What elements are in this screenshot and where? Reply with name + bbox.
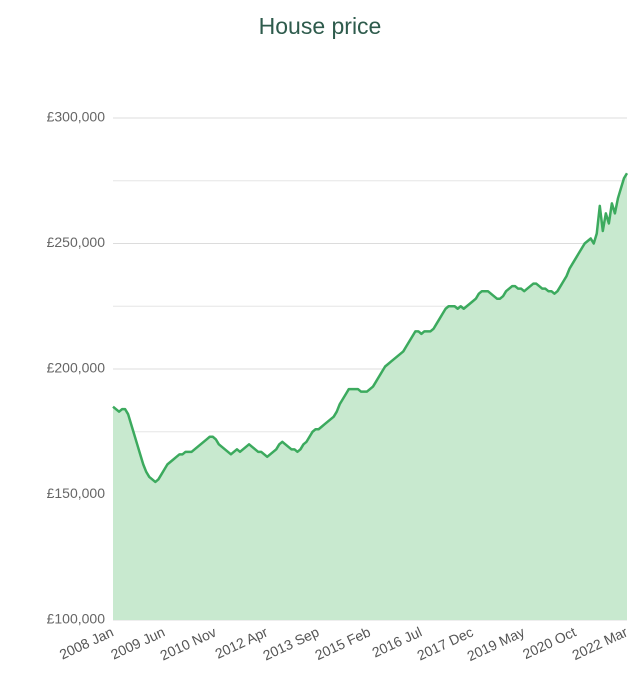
y-tick-label: £200,000 [47,360,106,376]
x-tick-label: 2009 Jun [108,624,167,663]
x-tick-label: 2017 Dec [415,624,476,664]
line [112,172,629,484]
x-tick-label: 2010 Nov [158,624,219,664]
x-tick-label: 2016 Jul [369,624,424,661]
area [113,173,627,620]
x-tick-label: 2008 Jan [57,624,116,663]
chart-title: House price [259,13,382,39]
y-tick-label: £250,000 [47,234,106,250]
x-tick-label: 2013 Sep [260,623,321,663]
y-tick-label: £300,000 [47,109,106,125]
x-tick-label: 2020 Oct [520,624,578,663]
x-tick-label: 2022 Mar [569,623,630,663]
x-tick-label: 2015 Feb [312,623,373,663]
y-tick-label: £150,000 [47,485,106,501]
x-tick-label: 2012 Apr [212,623,270,661]
x-tick-label: 2019 May [465,624,527,664]
y-tick-label: £100,000 [47,611,106,627]
